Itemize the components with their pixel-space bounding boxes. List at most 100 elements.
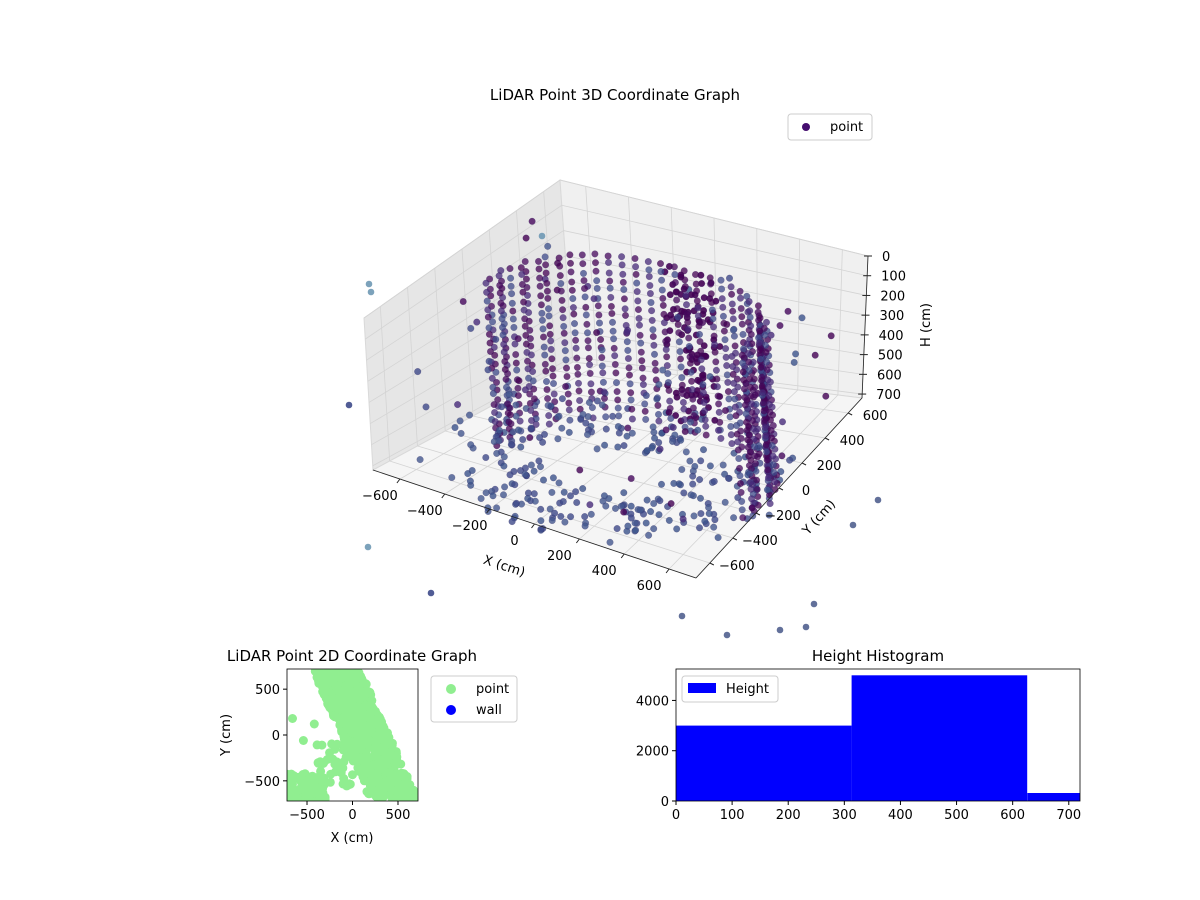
chart-2d-point	[390, 759, 400, 769]
chart-3d-point	[626, 380, 634, 388]
chart-3d-point	[578, 251, 586, 259]
chart-3d-point	[732, 412, 740, 420]
chart-3d-point	[606, 284, 614, 292]
chart-3d-point	[605, 269, 613, 277]
chart-3d-point	[666, 404, 674, 412]
chart-3d-point	[636, 506, 644, 514]
chart-2d-y-tick-label: −500	[244, 775, 280, 790]
chart-3d-y-tick-mark	[847, 412, 853, 416]
histogram-x-tick-label: 300	[832, 808, 857, 823]
chart-3d-point	[516, 417, 524, 425]
chart-3d-point	[598, 401, 606, 409]
chart-3d-point	[623, 338, 631, 346]
chart-2d-point	[361, 739, 371, 749]
chart-3d-point	[721, 336, 729, 344]
chart-3d-point	[713, 383, 721, 391]
chart-3d-point	[733, 422, 741, 430]
chart-3d-point	[728, 352, 736, 360]
chart-2d-point	[313, 783, 323, 793]
chart-3d-point	[482, 279, 490, 287]
chart-2d-point	[325, 777, 335, 787]
chart-3d-point	[541, 360, 549, 368]
chart-3d-point	[760, 416, 769, 424]
chart-3d-point	[790, 358, 798, 366]
chart-3d-point	[522, 331, 530, 339]
chart-3d-point	[646, 289, 654, 298]
chart-3d-point	[508, 290, 516, 298]
chart-3d-point	[718, 285, 726, 293]
chart-3d-point	[548, 355, 556, 363]
chart-3d-point	[485, 330, 493, 338]
chart-3d-point	[637, 339, 645, 347]
chart-3d-point	[517, 443, 525, 451]
chart-3d-point	[556, 272, 564, 280]
chart-3d-point	[636, 331, 644, 339]
chart-3d-point	[614, 443, 622, 451]
chart-3d-point	[748, 495, 756, 503]
chart-3d-point	[686, 457, 694, 465]
chart-3d-point	[602, 413, 610, 421]
chart-3d-point	[525, 374, 533, 382]
chart-3d-point	[730, 332, 738, 340]
chart-2d-point	[326, 769, 336, 779]
chart-3d-point	[641, 400, 649, 408]
chart-3d-point	[754, 302, 762, 310]
chart-2d-point	[341, 752, 351, 762]
chart-3d-point	[641, 407, 649, 415]
chart-3d-point	[566, 251, 574, 259]
chart-3d-point	[595, 319, 604, 327]
chart-3d-point	[710, 523, 718, 531]
chart-3d-point	[679, 398, 687, 406]
chart-3d-point	[714, 426, 723, 434]
chart-3d-point	[681, 276, 689, 284]
chart-3d-point	[763, 456, 771, 464]
chart-3d-point	[574, 379, 583, 387]
chart-3d-point	[539, 476, 548, 484]
chart-3d-point	[535, 265, 543, 273]
chart-3d-point	[707, 280, 715, 288]
chart-3d-point	[718, 295, 726, 303]
chart-3d-point	[747, 485, 755, 493]
chart-3d-point	[619, 278, 627, 286]
chart-3d-point	[606, 277, 614, 285]
chart-3d-point	[512, 401, 520, 409]
chart-2d-point	[319, 758, 329, 768]
chart-3d-point	[560, 329, 568, 337]
chart-3d-point	[717, 276, 725, 284]
chart-3d-point	[666, 291, 674, 299]
chart-3d-point	[526, 390, 534, 398]
chart-2d-point	[348, 728, 358, 738]
chart-2d-point	[358, 772, 368, 782]
chart-3d-point	[627, 502, 635, 510]
chart-3d-point	[659, 294, 667, 302]
chart-3d-point	[694, 426, 702, 434]
chart-3d-point	[649, 333, 657, 341]
chart-3d-point	[547, 337, 555, 345]
chart-3d-point	[496, 289, 504, 297]
chart-3d-point	[738, 320, 746, 328]
chart-3d-point	[729, 307, 737, 315]
chart-3d-point	[827, 332, 835, 340]
histogram-x-tick-label: 200	[776, 808, 801, 823]
chart-3d-point	[559, 306, 567, 314]
chart-3d-point	[422, 403, 430, 411]
chart-3d-point	[731, 395, 739, 403]
chart-2d-point	[290, 772, 300, 782]
chart-2d-y-tick-label: 0	[272, 729, 280, 744]
chart-3d-point	[650, 499, 658, 508]
chart-3d-point	[546, 505, 554, 513]
chart-3d-point	[727, 431, 735, 439]
chart-3d-point	[486, 339, 494, 347]
chart-3d-point	[493, 449, 501, 457]
chart-3d-point	[721, 498, 729, 506]
chart-3d-point	[624, 522, 632, 530]
chart-3d-point	[365, 280, 373, 288]
chart-3d-point	[760, 407, 768, 415]
chart-3d-x-tick-label: 400	[592, 564, 617, 579]
chart-3d-point	[465, 411, 474, 419]
chart-3d-point	[539, 325, 547, 333]
chart-3d-point	[544, 395, 552, 403]
chart-3d-point	[467, 441, 475, 449]
chart-3d-point	[500, 340, 508, 348]
chart-2d-point	[329, 669, 339, 675]
